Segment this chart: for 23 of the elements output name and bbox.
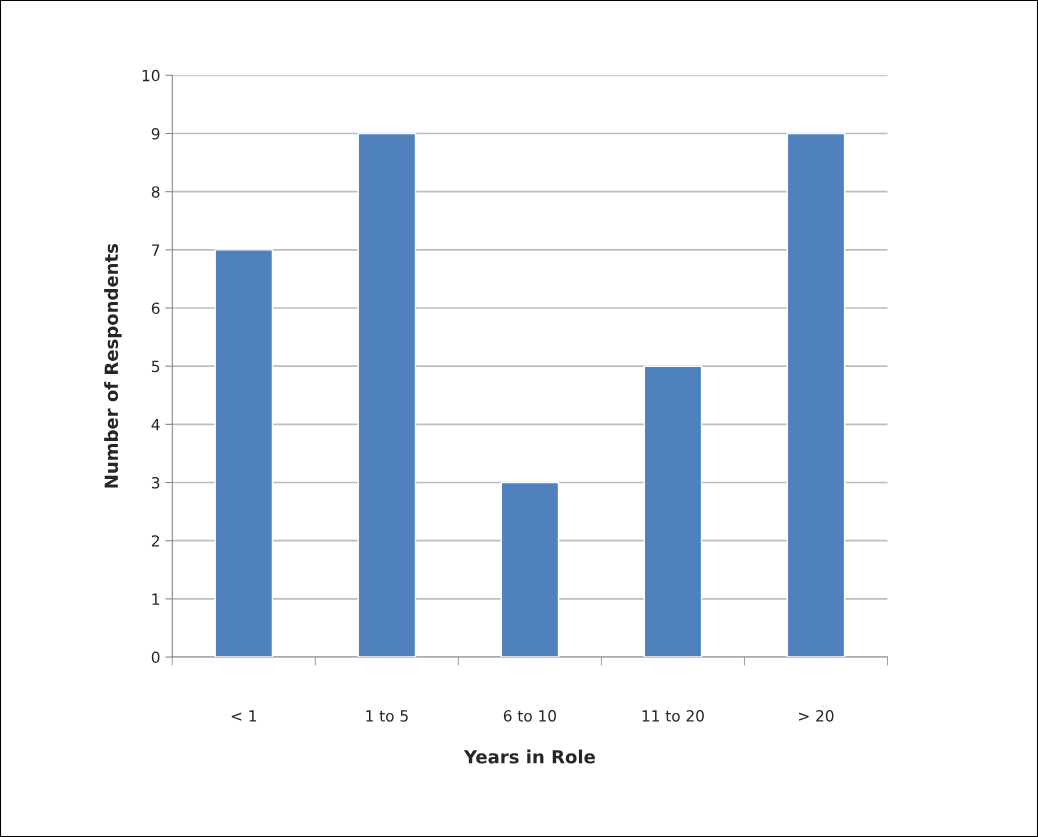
y-tick-label: 4 <box>151 419 160 431</box>
bar <box>500 481 560 658</box>
y-tick-label: 1 <box>152 593 160 605</box>
x-tick-label: 6 to 10 <box>503 710 556 722</box>
y-tick-label: 6 <box>151 302 160 315</box>
bar <box>786 132 846 658</box>
y-tick-label: 5 <box>151 360 160 373</box>
x-tick-label: > 20 <box>799 710 834 722</box>
y-tick-label: 3 <box>151 477 160 489</box>
y-tick-label: 8 <box>151 186 160 198</box>
y-tick-label: 0 <box>151 651 160 664</box>
x-tick-label: 11 to 20 <box>642 710 704 722</box>
y-axis-title: Number of Respondents <box>104 243 122 488</box>
bar <box>357 132 417 658</box>
bar <box>643 365 703 658</box>
x-tick-label: 1 to 5 <box>366 710 408 722</box>
y-tick-label: 7 <box>152 244 160 256</box>
x-tick-label: < 1 <box>231 710 257 722</box>
y-tick-label: 9 <box>151 127 160 140</box>
y-tick-label: 2 <box>151 535 159 547</box>
bar <box>214 249 274 658</box>
x-axis-title: Years in Role <box>463 749 595 764</box>
y-tick-label: 10 <box>142 69 160 82</box>
